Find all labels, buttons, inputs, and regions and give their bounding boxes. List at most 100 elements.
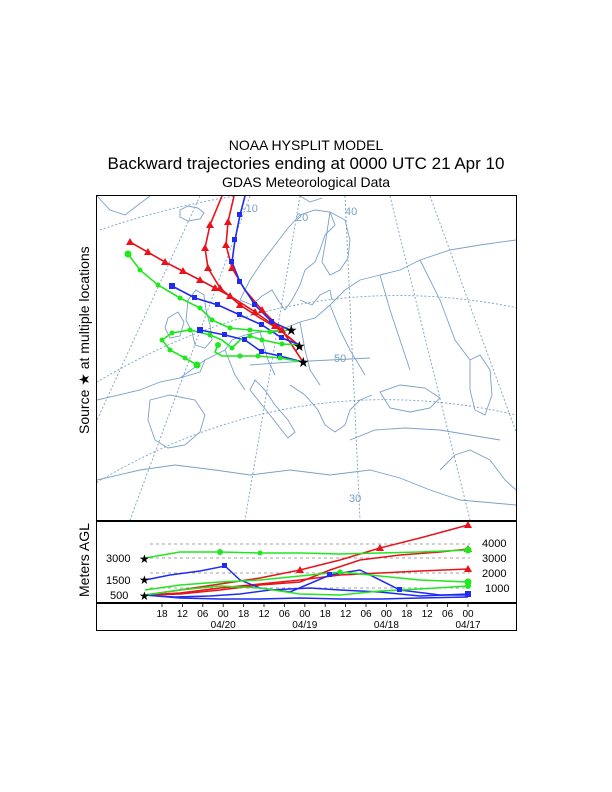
height-blue-3: [144, 594, 469, 600]
height-green-3: [144, 585, 469, 596]
meridian-line: [129, 196, 251, 520]
height-gridlines: [150, 543, 470, 589]
border-line: [329, 304, 366, 376]
side-label-suffix: at multiple locations: [76, 246, 92, 370]
height-frame: [96, 521, 517, 603]
hour-label: 06: [360, 609, 372, 620]
coastlines: [97, 196, 516, 506]
lat-label: 40: [345, 206, 357, 218]
trajectory-markers: ★ ★ ★: [124, 212, 310, 371]
finland-coast: [321, 211, 351, 276]
scandinavia-coast: [239, 209, 336, 311]
height-start-stars: ★ ★ ★: [139, 552, 150, 603]
map-side-label: Source ★ at multiple locations: [76, 246, 93, 434]
start-star-icon: ★: [139, 589, 150, 603]
start-star-icon: ★: [139, 573, 150, 587]
model-title: NOAA HYSPLIT MODEL: [228, 137, 384, 153]
right-tick-label: 1000: [485, 583, 509, 595]
hour-label: 12: [340, 609, 352, 620]
border-line: [179, 359, 206, 379]
trajectory-blue-3: [199, 329, 304, 363]
hour-label: 18: [401, 609, 413, 620]
black-sea-coast: [379, 384, 441, 413]
lon-label: -10: [242, 203, 258, 215]
parallel-line: [97, 399, 516, 483]
hour-label: 00: [381, 609, 393, 620]
hour-label: 00: [462, 609, 474, 620]
meridian-line: [97, 196, 201, 421]
star-icon: ★: [77, 373, 93, 386]
balkans-coast: [289, 384, 373, 433]
svalbard-coast: [299, 196, 323, 203]
side-label-source: Source: [76, 389, 92, 434]
start-star-icon: ★: [139, 552, 150, 566]
hour-label: 18: [238, 609, 250, 620]
mideast-coast: [439, 449, 516, 491]
border-line: [419, 259, 471, 361]
italy-coast: [249, 379, 296, 439]
green-circle-markers: [124, 250, 285, 369]
date-label: 04/18: [374, 620, 399, 631]
parallel-line: [99, 196, 239, 231]
ireland-coast: [164, 311, 185, 339]
height-markers: [217, 522, 472, 597]
lat-label: 30: [349, 493, 361, 505]
height-tick-labels: 3000 1500 500 4000 3000 2000 1000: [106, 538, 509, 602]
border-line: [249, 357, 371, 366]
hour-label: 18: [320, 609, 332, 620]
height-green-1: [144, 549, 469, 559]
hour-label: 12: [258, 609, 270, 620]
left-tick-label: 500: [110, 590, 128, 602]
baltic-coast: [299, 289, 333, 306]
hour-label: 12: [177, 609, 189, 620]
height-red-2: [144, 568, 469, 596]
time-axis-frame: [96, 603, 517, 631]
date-label: 04/19: [292, 620, 317, 631]
left-tick-label: 3000: [106, 553, 130, 565]
graticule-labels: 20 40 50 30 -10: [242, 203, 361, 505]
source-star-icon: ★: [285, 323, 298, 339]
hour-label: 06: [279, 609, 291, 620]
hour-label: 06: [197, 609, 209, 620]
caspian-coast: [469, 354, 493, 416]
height-profiles: [144, 524, 469, 600]
africa-coast: [97, 464, 516, 506]
red-triangle-markers: [126, 218, 286, 333]
greenland-coast: [97, 196, 151, 216]
border-line: [299, 321, 321, 386]
europe-coast: [97, 239, 516, 401]
meridian-line: [389, 196, 471, 520]
trajectory-green-1: [127, 253, 291, 333]
border-line: [379, 274, 411, 371]
parallel-line: [97, 295, 516, 383]
lat-label: 20: [296, 212, 308, 224]
meridian-line: [429, 196, 516, 433]
turkey-coast: [349, 427, 501, 441]
blue-square-markers: [169, 212, 284, 358]
right-tick-label: 3000: [482, 553, 506, 565]
left-tick-label: 1500: [106, 575, 130, 587]
run-description: Backward trajectories ending at 0000 UTC…: [107, 154, 505, 173]
hour-label: 18: [156, 609, 168, 620]
hour-label: 00: [218, 609, 230, 620]
date-label: 04/20: [211, 620, 236, 631]
height-blue-2: [144, 587, 469, 598]
iceland-coast: [179, 205, 205, 222]
meteo-data-label: GDAS Meteorological Data: [221, 174, 391, 190]
source-star-icon: ★: [293, 339, 306, 355]
title-block: NOAA HYSPLIT MODEL Backward trajectories…: [0, 137, 612, 191]
hour-label: 12: [422, 609, 434, 620]
hour-label: 06: [442, 609, 454, 620]
height-ylabel: Meters AGL: [76, 523, 92, 597]
hour-label: 00: [299, 609, 311, 620]
right-tick-label: 2000: [482, 568, 506, 580]
trajectories: [127, 196, 304, 366]
map-frame: [96, 195, 517, 521]
iberia-coast: [147, 394, 206, 449]
lat-label: 50: [334, 353, 346, 365]
date-label: 04/17: [455, 620, 480, 631]
right-tick-label: 4000: [482, 538, 506, 550]
height-green-2: [144, 571, 469, 591]
